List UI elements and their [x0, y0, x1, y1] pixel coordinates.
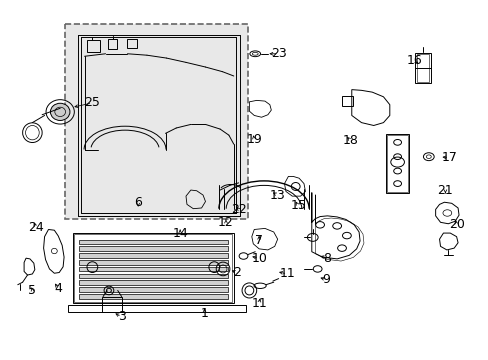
Bar	[79, 280, 227, 285]
Text: 4: 4	[54, 282, 62, 295]
Text: 20: 20	[448, 218, 464, 231]
Text: 3: 3	[118, 310, 125, 324]
Text: 7: 7	[255, 234, 263, 247]
Bar	[79, 267, 227, 271]
Text: 23: 23	[270, 47, 286, 60]
Bar	[341, 96, 352, 106]
Bar	[79, 287, 227, 292]
Text: 19: 19	[246, 133, 262, 146]
Bar	[79, 260, 227, 265]
Bar	[416, 54, 428, 82]
Text: 25: 25	[84, 96, 100, 109]
Bar	[74, 234, 232, 302]
Bar	[73, 233, 233, 303]
Text: 18: 18	[342, 134, 358, 147]
Text: 15: 15	[289, 199, 305, 212]
Bar	[79, 246, 227, 251]
Bar	[102, 297, 122, 312]
Bar	[68, 305, 245, 312]
Bar	[87, 40, 100, 51]
Bar	[79, 274, 227, 278]
Bar	[386, 135, 407, 192]
Text: 2: 2	[233, 266, 241, 279]
Text: 12: 12	[218, 216, 233, 229]
Text: 10: 10	[251, 252, 266, 265]
Bar	[79, 294, 227, 299]
Text: 16: 16	[406, 54, 421, 67]
Text: 1: 1	[200, 307, 208, 320]
Text: 14: 14	[172, 226, 187, 239]
Bar	[79, 239, 227, 244]
Text: 9: 9	[322, 273, 330, 286]
Bar	[127, 40, 137, 48]
Text: 11: 11	[279, 267, 295, 280]
Text: 6: 6	[134, 196, 142, 209]
Text: 13: 13	[269, 189, 285, 202]
Bar	[65, 24, 247, 220]
Ellipse shape	[50, 103, 70, 121]
Text: 21: 21	[437, 184, 452, 197]
Bar	[385, 134, 408, 193]
Bar	[79, 253, 227, 258]
Text: 22: 22	[230, 203, 246, 216]
Text: 8: 8	[323, 252, 331, 265]
Text: 17: 17	[441, 151, 456, 164]
Bar	[414, 53, 430, 83]
Text: 11: 11	[251, 297, 266, 310]
Text: 24: 24	[28, 221, 43, 234]
Text: 5: 5	[28, 284, 36, 297]
Bar	[108, 40, 117, 49]
